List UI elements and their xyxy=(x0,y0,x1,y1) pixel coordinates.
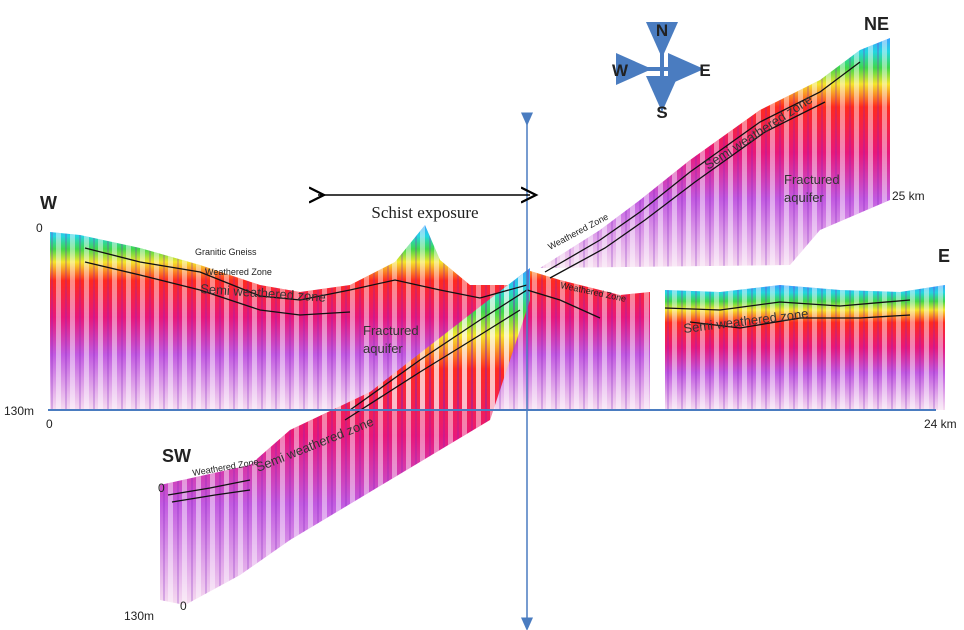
aquifer-label-2: aquifer xyxy=(363,341,403,356)
sw-depth-bottom: 130m xyxy=(124,609,154,623)
sw-label: SW xyxy=(162,446,191,466)
sw-dist-start: 0 xyxy=(180,599,187,613)
cross-section-diagram: N S W E W E 0 130m 0 24 km NE SW 25 km 0… xyxy=(0,0,964,630)
w-dist-start: 0 xyxy=(46,417,53,431)
w-dist-end: 24 km xyxy=(924,417,957,431)
ne-dist-end: 25 km xyxy=(892,189,925,203)
ne-label: NE xyxy=(864,14,889,34)
ne-aquifer-label-1: Fractured xyxy=(784,172,840,187)
compass: N S W E xyxy=(612,21,711,122)
w-depth-top: 0 xyxy=(36,221,43,235)
w-e-stripes xyxy=(50,225,650,410)
w-label: W xyxy=(40,193,57,213)
ne-aquifer-label-2: aquifer xyxy=(784,190,824,205)
w-depth-bottom: 130m xyxy=(4,404,34,418)
compass-n: N xyxy=(656,21,668,40)
sections xyxy=(0,0,964,630)
schist-label: Schist exposure xyxy=(371,203,478,222)
weathered-label: Weathered Zone xyxy=(205,267,272,277)
aquifer-label-1: Fractured xyxy=(363,323,419,338)
compass-s: S xyxy=(656,103,667,122)
sw-depth-top: 0 xyxy=(158,481,165,495)
compass-w: W xyxy=(612,61,629,80)
e-label: E xyxy=(938,246,950,266)
rock-label: Granitic Gneiss xyxy=(195,247,257,257)
compass-e: E xyxy=(699,61,710,80)
